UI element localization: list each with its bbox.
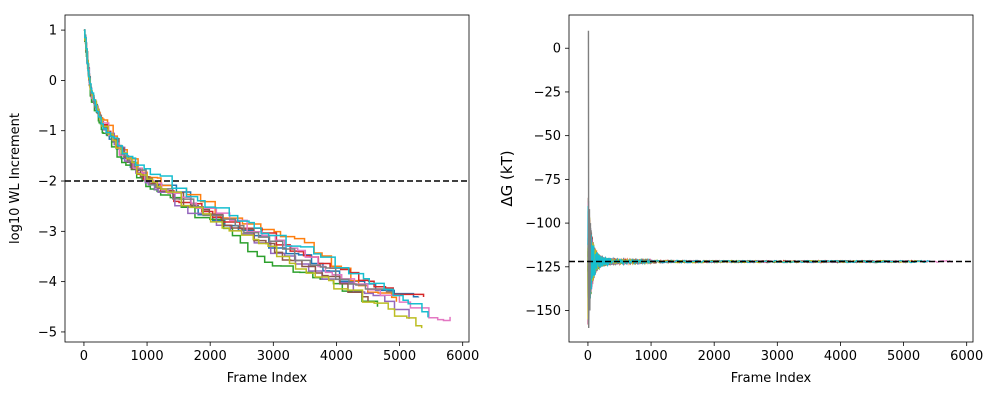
series-line-7 bbox=[83, 29, 451, 322]
x-tick-label: 4000 bbox=[320, 349, 353, 364]
delta-g-series-3 bbox=[587, 219, 881, 315]
y-tick-label: −125 bbox=[525, 260, 561, 275]
x-tick-label: 5000 bbox=[383, 349, 416, 364]
series-line-6 bbox=[83, 29, 369, 302]
y-tick-label: 1 bbox=[49, 24, 57, 39]
y-tick-label: −50 bbox=[534, 129, 561, 144]
delta-g-series-10 bbox=[587, 205, 931, 310]
delta-g-series-8 bbox=[587, 207, 897, 303]
y-tick-label: 0 bbox=[49, 74, 57, 89]
x-tick-label: 2000 bbox=[698, 349, 731, 364]
delta-g-initial-spikes bbox=[587, 30, 592, 329]
x-tick-label: 6000 bbox=[446, 349, 479, 364]
plot-frame bbox=[64, 14, 470, 343]
plot-frame bbox=[568, 14, 974, 343]
x-tick-label: 1000 bbox=[131, 349, 164, 364]
x-axis-label: Frame Index bbox=[731, 371, 812, 386]
x-axis-label: Frame Index bbox=[227, 371, 308, 386]
x-tick-label: 4000 bbox=[824, 349, 857, 364]
x-tick-label: 5000 bbox=[887, 349, 920, 364]
y-tick-label: −75 bbox=[534, 173, 561, 188]
y-tick-label: −4 bbox=[38, 275, 57, 290]
series-line-3 bbox=[83, 29, 379, 307]
plot-area bbox=[569, 30, 973, 329]
y-tick-label: −150 bbox=[525, 304, 561, 319]
y-tick-label: −1 bbox=[38, 124, 57, 139]
series-line-5 bbox=[83, 29, 410, 319]
y-tick-label: −100 bbox=[525, 217, 561, 232]
series-line-8 bbox=[83, 29, 394, 293]
delta-g-series-9 bbox=[587, 212, 925, 320]
delta-g-series-6 bbox=[587, 197, 872, 311]
left-plot-wl-increment: 0 1000 2000 3000 4000 5000 6000 1 0 −1 −2 −3 −4 −5 Fra… bbox=[8, 14, 479, 386]
x-tick-label: 2000 bbox=[194, 349, 227, 364]
delta-g-series-2 bbox=[587, 205, 900, 311]
x-tick-label: 0 bbox=[584, 349, 592, 364]
y-tick-label: 0 bbox=[553, 42, 561, 57]
y-axis-label: ΔG (kT) bbox=[498, 150, 516, 206]
y-tick-label: −3 bbox=[38, 225, 57, 240]
y-tick-label: −2 bbox=[38, 175, 57, 190]
y-tick-label: −25 bbox=[534, 85, 561, 100]
y-tick-label: −5 bbox=[38, 325, 57, 340]
x-tick-label: 6000 bbox=[950, 349, 983, 364]
y-axis-label: log10 WL Increment bbox=[8, 113, 23, 244]
x-tick-label: 3000 bbox=[761, 349, 794, 364]
x-tick-label: 3000 bbox=[257, 349, 290, 364]
series-line-10 bbox=[83, 29, 429, 318]
plot-area bbox=[65, 29, 469, 329]
right-plot-delta-g: 0 1000 2000 3000 4000 5000 6000 0 −25 −50 −75 −100 −… bbox=[498, 14, 983, 386]
x-tick-label: 1000 bbox=[635, 349, 668, 364]
delta-g-series-4 bbox=[587, 227, 928, 325]
x-tick-label: 0 bbox=[80, 349, 88, 364]
delta-g-series-7 bbox=[587, 202, 953, 314]
